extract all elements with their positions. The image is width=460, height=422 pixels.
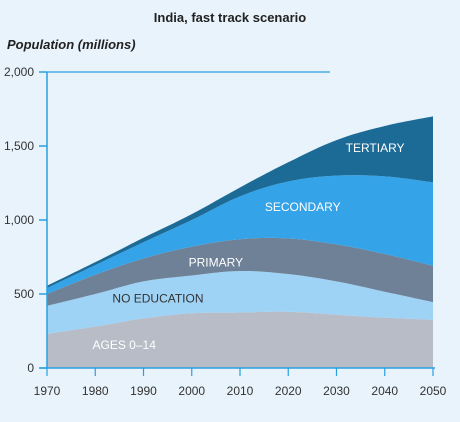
axes: 0 500 1,000 1,500 2,000 1970 1980 1990 2000 2010 2… <box>4 65 447 398</box>
y-tick-label: 1,500 <box>4 139 34 153</box>
x-tick-label: 2000 <box>178 384 205 398</box>
label-primary: PRIMARY <box>189 256 243 270</box>
label-no-education: NO EDUCATION <box>112 291 203 305</box>
area-primary <box>47 237 433 306</box>
x-tick-label: 2010 <box>227 384 254 398</box>
x-tick-label: 2020 <box>275 384 302 398</box>
area-tertiary <box>47 116 433 289</box>
label-ages-0-14: AGES 0–14 <box>93 338 157 352</box>
x-tick-label: 1990 <box>130 384 157 398</box>
chart-title: India, fast track scenario <box>153 10 307 25</box>
area-secondary <box>47 175 433 294</box>
x-tick-label: 2030 <box>323 384 350 398</box>
x-tick-label: 1970 <box>34 384 61 398</box>
y-tick-label: 2,000 <box>4 65 34 79</box>
label-tertiary: TERTIARY <box>346 141 405 155</box>
y-tick-label: 1,000 <box>4 213 34 227</box>
area-ages-0-14 <box>47 311 433 368</box>
y-axis-title: Population (millions) <box>7 37 136 52</box>
series-labels: AGES 0–14 NO EDUCATION PRIMARY SECONDARY TER… <box>93 141 405 352</box>
y-tick-label: 500 <box>14 287 34 301</box>
label-secondary: SECONDARY <box>265 200 341 214</box>
x-tick-label: 2040 <box>371 384 398 398</box>
x-tick-label: 1980 <box>82 384 109 398</box>
series-areas <box>47 116 433 368</box>
x-tick-label: 2050 <box>420 384 447 398</box>
y-tick-label: 0 <box>27 361 34 375</box>
area-no-education <box>47 271 433 334</box>
